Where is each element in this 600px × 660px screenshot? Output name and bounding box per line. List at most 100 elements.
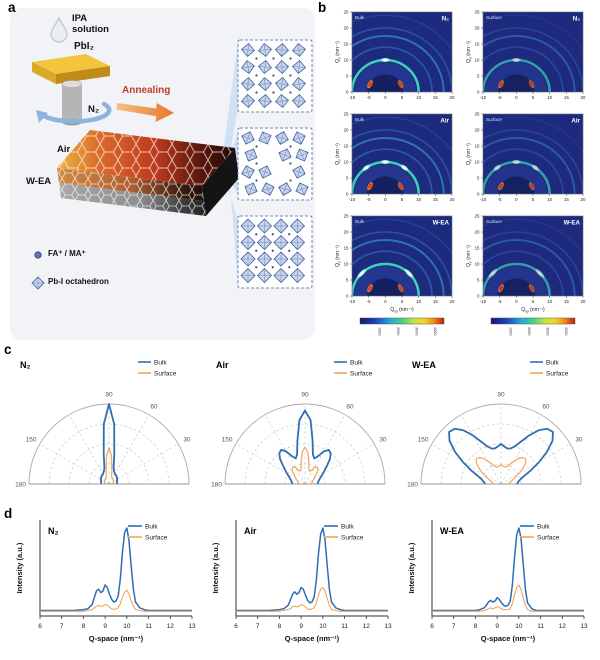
legend-label: Surface xyxy=(546,371,569,378)
pbi2-slab-top xyxy=(32,54,110,74)
y-tick-label: 25 xyxy=(475,10,480,15)
x-tick-label: -5 xyxy=(498,299,502,304)
diffraction-ring xyxy=(483,116,583,153)
y-axis-label: Qz (nm⁻¹) xyxy=(466,143,472,165)
map-condition-label: N₂ xyxy=(573,16,580,23)
polar-angle-label: 60 xyxy=(346,404,354,411)
line-shape xyxy=(296,131,302,145)
y-tick-label: 10 xyxy=(344,262,349,267)
hot-spot-core xyxy=(529,183,534,189)
ipa-label-line1: IPA xyxy=(72,13,88,24)
polar-outer-ring xyxy=(224,403,386,485)
cation-dot-icon xyxy=(271,233,274,236)
y-tick-label: 20 xyxy=(344,26,349,31)
line-shape xyxy=(283,182,287,196)
octahedron-icon xyxy=(292,131,306,145)
line-shape xyxy=(299,148,305,162)
legend-label: Bulk xyxy=(546,360,559,367)
chuck-top xyxy=(61,80,83,88)
polar-curve-bulk xyxy=(278,409,332,484)
x-tick-label: -5 xyxy=(498,95,502,100)
octahedron-icon xyxy=(240,93,256,109)
g-shape xyxy=(352,14,452,92)
octahedron-icon xyxy=(289,251,306,267)
cation-dot-icon xyxy=(289,162,292,165)
x-tick-label: 13 xyxy=(188,623,196,630)
octahedron-icon xyxy=(292,165,306,179)
cation-dot-icon xyxy=(272,57,275,60)
y-tick-label: 25 xyxy=(475,214,480,219)
x-tick-label: 20 xyxy=(581,299,586,304)
x-tick-label: 10 xyxy=(547,299,552,304)
line-shape xyxy=(247,94,249,108)
y-tick-label: 15 xyxy=(344,42,349,47)
y-tick-label: 5 xyxy=(477,278,480,283)
y-axis-label: Intensity (a.u.) xyxy=(15,542,24,593)
polar-grid-radial xyxy=(304,414,346,485)
x-tick-label: 8 xyxy=(278,623,282,630)
legend-label: Surface xyxy=(341,535,364,542)
y-tick-label: 5 xyxy=(346,74,349,79)
octahedron-icon xyxy=(257,42,273,58)
y-tick-label: 25 xyxy=(344,214,349,219)
y-tick-label: 5 xyxy=(477,176,480,181)
colorbar xyxy=(490,317,576,325)
x-tick-label: 15 xyxy=(564,95,569,100)
line-shape xyxy=(298,60,300,74)
polar-grid-radial xyxy=(39,443,110,485)
hot-spot-core xyxy=(499,183,503,189)
x-tick-label: -5 xyxy=(367,95,371,100)
polar-outer-ring xyxy=(420,403,582,485)
hot-spot-core xyxy=(499,81,503,87)
x-tick-label: 6 xyxy=(234,623,238,630)
ellipse-shape xyxy=(367,278,404,296)
octahedron-icon xyxy=(258,131,272,145)
y-tick-label: 0 xyxy=(477,90,480,95)
diffraction-ring xyxy=(483,46,564,92)
polar-grid-ring xyxy=(88,463,130,485)
giwaxs-map-surface-2: Surface W-EA 0 5 10 15 20 25 Qz (nm⁻¹) -10 -5 0 5 10 1… xyxy=(466,214,586,314)
cation-dot-icon xyxy=(272,74,275,77)
x-tick-label: 13 xyxy=(384,623,392,630)
y-tick-label: 0 xyxy=(346,294,349,299)
diffraction-ring xyxy=(352,148,433,194)
cation-dot-icon xyxy=(289,179,292,182)
polar-grid-ring xyxy=(244,423,366,485)
hot-spot-core xyxy=(398,285,403,291)
octahedron-icon xyxy=(240,267,256,284)
diffraction-ring xyxy=(483,14,583,51)
map-position-label: Surface xyxy=(486,117,502,122)
chuck-cylinder xyxy=(62,84,82,122)
octahedron-icon xyxy=(273,218,289,234)
cation-dot-icon xyxy=(272,91,275,94)
line-shape xyxy=(296,165,302,179)
polar-curve-bulk xyxy=(99,403,119,485)
rect-shape xyxy=(483,114,583,194)
polar-plot-wea: 30 60 90 150 180 W-EA Bulk Surface xyxy=(407,360,583,489)
line-shape xyxy=(245,131,251,145)
x-tick-label: 12 xyxy=(363,623,371,630)
polar-angle-label: 180 xyxy=(407,482,418,489)
plot-title: W-EA xyxy=(440,526,464,536)
film-layer-air-grains xyxy=(57,168,204,201)
y-tick-label: 10 xyxy=(475,160,480,165)
map-condition-label: Air xyxy=(440,118,449,125)
octahedron-icon xyxy=(275,77,289,91)
y-axis-label: Qz (nm⁻¹) xyxy=(335,245,341,267)
panel-b-giwaxs: Bulk N₂ 0 5 10 15 20 25 Qz (nm⁻¹) -10 -5 0 5 10 15 20 Su… xyxy=(320,6,596,350)
x-tick-label: 15 xyxy=(433,299,438,304)
map-condition-label: W-EA xyxy=(564,220,581,227)
octahedron-icon xyxy=(273,234,289,251)
cation-dot-icon xyxy=(271,266,274,269)
y-tick-label: 10 xyxy=(475,262,480,267)
octahedron-icon xyxy=(289,218,306,234)
legend-label: Bulk xyxy=(145,524,158,531)
intensity-plot-n2: 6 7 8 9 10 11 12 13 Q-space (nm⁻¹) Intensity (a.u… xyxy=(15,520,196,643)
x-tick-label: 15 xyxy=(433,197,438,202)
annealing-arrow-icon xyxy=(116,103,174,122)
g-shape xyxy=(483,12,583,92)
polar-angle-label: 30 xyxy=(379,437,387,444)
x-tick-label: 10 xyxy=(547,95,552,100)
y-tick-label: 5 xyxy=(346,278,349,283)
film-layer-wea-grains xyxy=(59,183,206,216)
